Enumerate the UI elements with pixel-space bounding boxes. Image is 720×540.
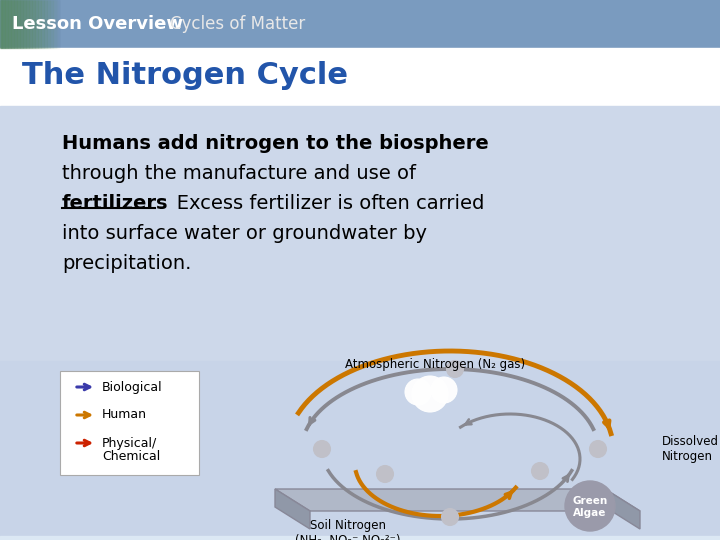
Bar — [6, 0, 7, 48]
Circle shape — [314, 441, 330, 457]
Text: Biological: Biological — [102, 381, 163, 394]
Bar — [12, 0, 13, 48]
Bar — [9, 0, 10, 48]
Bar — [55, 0, 56, 48]
Bar — [43, 0, 45, 48]
Text: Algae: Algae — [573, 508, 607, 518]
Circle shape — [532, 463, 548, 479]
Bar — [3, 0, 4, 48]
Bar — [15, 0, 16, 48]
Bar — [33, 0, 34, 48]
Bar — [50, 0, 51, 48]
Polygon shape — [605, 489, 640, 529]
Circle shape — [442, 509, 458, 525]
Bar — [20, 0, 21, 48]
Circle shape — [412, 376, 448, 412]
Bar — [5, 0, 6, 48]
Text: Atmospheric Nitrogen (N₂ gas): Atmospheric Nitrogen (N₂ gas) — [345, 358, 525, 371]
Text: through the manufacture and use of: through the manufacture and use of — [62, 164, 416, 183]
Bar — [21, 0, 22, 48]
Bar — [58, 0, 59, 48]
Bar — [42, 0, 43, 48]
Circle shape — [590, 441, 606, 457]
Bar — [4, 0, 5, 48]
Circle shape — [565, 481, 615, 531]
Bar — [44, 0, 45, 48]
Bar — [24, 0, 25, 48]
Bar — [13, 0, 14, 48]
Bar — [7, 0, 9, 48]
Text: into surface water or groundwater by: into surface water or groundwater by — [62, 224, 427, 243]
Circle shape — [447, 361, 463, 377]
Bar — [28, 0, 29, 48]
Text: Chemical: Chemical — [102, 450, 161, 463]
Bar — [37, 0, 38, 48]
Text: Physical/: Physical/ — [102, 436, 157, 449]
Text: precipitation.: precipitation. — [62, 254, 192, 273]
Bar — [16, 0, 17, 48]
Bar — [59, 0, 60, 48]
Bar — [31, 0, 32, 48]
Bar — [19, 0, 20, 48]
Bar — [57, 0, 58, 48]
Bar — [0, 361, 720, 536]
Bar — [34, 0, 35, 48]
Bar — [22, 0, 23, 48]
Bar — [17, 0, 18, 48]
FancyBboxPatch shape — [60, 371, 199, 475]
Polygon shape — [275, 489, 640, 511]
Bar — [0, 0, 1, 48]
Text: Cycles of Matter: Cycles of Matter — [170, 15, 305, 33]
Bar — [51, 0, 52, 48]
Text: Dissolved
Nitrogen: Dissolved Nitrogen — [662, 435, 719, 463]
Bar — [35, 0, 36, 48]
Circle shape — [377, 466, 393, 482]
Bar — [10, 0, 11, 48]
Text: Soil Nitrogen
(NH₃, NO₂⁻,NO₃²⁻): Soil Nitrogen (NH₃, NO₂⁻,NO₃²⁻) — [295, 519, 401, 540]
Bar — [1, 0, 2, 48]
Text: .  Excess fertilizer is often carried: . Excess fertilizer is often carried — [158, 194, 485, 213]
Bar — [46, 0, 47, 48]
Text: fertilizers: fertilizers — [62, 194, 168, 213]
Bar — [8, 0, 9, 48]
Text: Lesson Overview: Lesson Overview — [12, 15, 183, 33]
Bar — [45, 0, 46, 48]
Bar — [0, 48, 720, 106]
Text: Human: Human — [102, 408, 147, 422]
Bar — [48, 0, 49, 48]
Polygon shape — [275, 489, 310, 529]
Bar — [0, 536, 720, 540]
Circle shape — [405, 379, 431, 405]
Bar — [39, 0, 40, 48]
Bar — [23, 0, 24, 48]
Bar — [32, 0, 33, 48]
Text: Humans add nitrogen to the biosphere: Humans add nitrogen to the biosphere — [62, 134, 489, 153]
Bar — [38, 0, 39, 48]
Bar — [14, 0, 15, 48]
Bar — [27, 0, 28, 48]
Bar — [0, 0, 720, 48]
Bar — [25, 0, 27, 48]
Bar — [49, 0, 50, 48]
Circle shape — [431, 377, 457, 403]
Text: The Nitrogen Cycle: The Nitrogen Cycle — [22, 62, 348, 91]
Bar — [56, 0, 57, 48]
Bar — [53, 0, 54, 48]
Bar — [2, 0, 3, 48]
Bar — [29, 0, 30, 48]
Bar — [41, 0, 42, 48]
Bar — [40, 0, 41, 48]
Bar — [47, 0, 48, 48]
Bar — [52, 0, 53, 48]
Bar — [54, 0, 55, 48]
Bar — [18, 0, 19, 48]
Text: Green: Green — [572, 496, 608, 506]
Bar — [36, 0, 37, 48]
Bar — [26, 0, 27, 48]
Bar — [30, 0, 31, 48]
Bar — [0, 106, 720, 361]
Bar — [11, 0, 12, 48]
